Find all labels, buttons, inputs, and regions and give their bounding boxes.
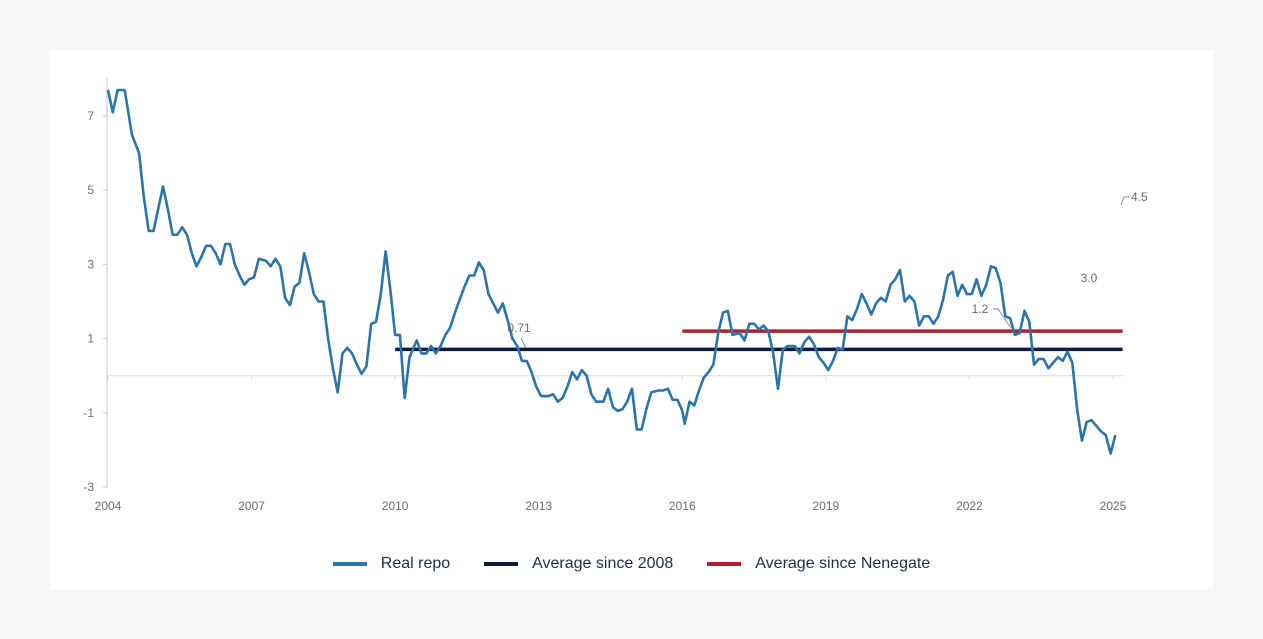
- x-tick-label: 2019: [813, 499, 840, 513]
- chart-legend: Real repo Average since 2008 Average sin…: [0, 555, 1263, 573]
- x-tick-label: 2004: [95, 499, 122, 513]
- legend-item-real-repo: Real repo: [332, 555, 451, 573]
- reference-lines: [395, 329, 1123, 352]
- annotation-leader: [520, 337, 527, 349]
- series-layer: [106, 88, 1117, 455]
- legend-swatch-real-repo: [332, 562, 367, 566]
- annotation-leader: [993, 308, 1012, 329]
- y-tick-label: 3: [87, 257, 94, 271]
- x-tick-label: 2025: [1100, 499, 1127, 513]
- legend-label-average-since-2008: Average since 2008: [532, 555, 674, 572]
- x-tick-label: 2010: [382, 499, 409, 513]
- y-tick-label: 5: [87, 183, 94, 197]
- legend-item-average-since-nenegate: Average since Nenegate: [707, 555, 930, 573]
- annotation-layer: 0.71 1.2 4.5 3.0: [507, 190, 1148, 349]
- legend-label-average-since-nenegate: Average since Nenegate: [755, 555, 931, 572]
- annotation-label-3: 3.0: [1081, 271, 1098, 285]
- series-line-real-repo: [106, 88, 1117, 455]
- y-tick-label: -1: [83, 406, 94, 420]
- x-tick-label: 2022: [956, 499, 983, 513]
- y-tick-label: -3: [83, 480, 94, 494]
- legend-swatch-average-since-nenegate: [707, 562, 742, 566]
- y-tick-label: 1: [87, 332, 94, 346]
- legend-item-average-since-2008: Average since 2008: [484, 555, 673, 573]
- legend-swatch-average-since-2008: [484, 562, 519, 566]
- annotation-label-avg-2008: 0.71: [507, 321, 531, 335]
- y-tick-label: 7: [87, 109, 94, 123]
- legend-label-real-repo: Real repo: [380, 555, 451, 572]
- chart-card: [50, 50, 1213, 589]
- annotation-label-latest: 4.5: [1131, 190, 1148, 204]
- x-tick-label: 2013: [525, 499, 552, 513]
- annotation-label-avg-nenegate: 1.2: [972, 302, 989, 316]
- annotation-leader: [1120, 196, 1129, 206]
- x-tick-label: 2007: [238, 499, 265, 513]
- x-tick-label: 2016: [669, 499, 696, 513]
